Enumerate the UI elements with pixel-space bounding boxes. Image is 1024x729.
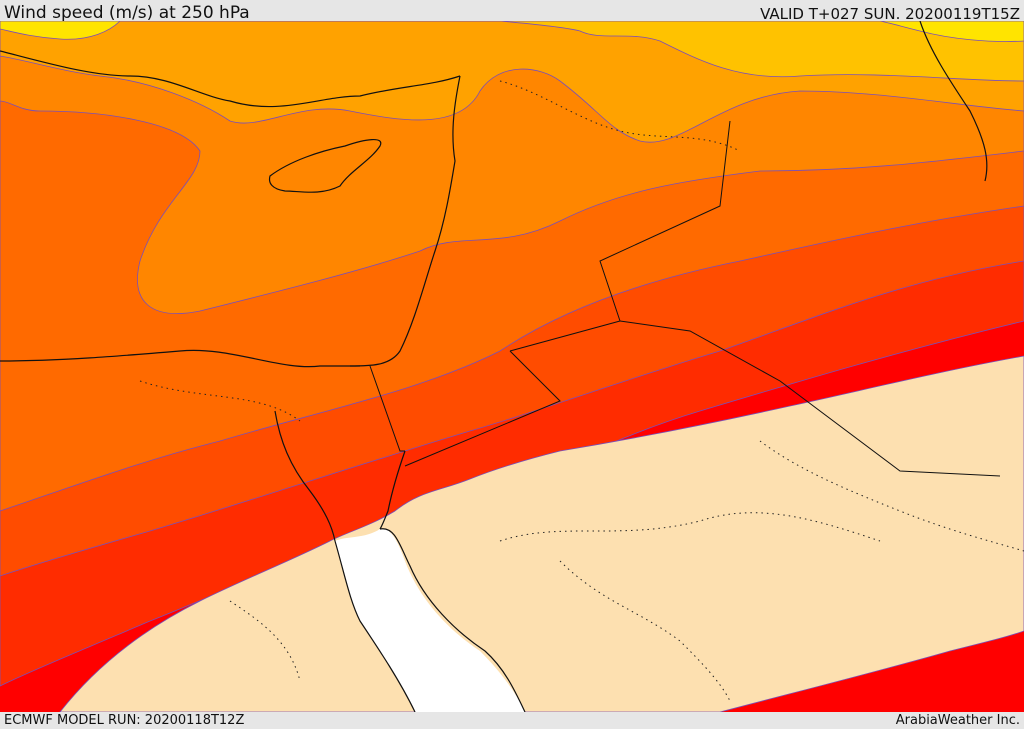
header-bar: Wind speed (m/s) at 250 hPa VALID T+027 … — [0, 0, 1024, 23]
coastlines — [0, 21, 988, 712]
coastline-red-sea-west — [334, 540, 416, 712]
cyprus — [268, 139, 382, 193]
border-saudi-jordan-south — [404, 350, 561, 467]
wind-bands — [0, 21, 1024, 712]
brand-label: ArabiaWeather Inc. — [895, 713, 1020, 728]
weak-wind-area — [59, 355, 1024, 712]
wind-speed-map — [0, 21, 1024, 712]
coastline-persian-gulf — [919, 21, 988, 182]
band-1 — [0, 21, 1024, 42]
footer-bar: ECMWF MODEL RUN: 20200118T12Z ArabiaWeat… — [0, 712, 1024, 729]
coastline-gulf-of-aqaba — [379, 450, 406, 530]
coastline-levant — [349, 75, 461, 367]
band-2 — [0, 21, 1024, 82]
coastline-red-sea-east — [379, 528, 526, 712]
dotted-boundary — [499, 512, 881, 542]
coastline-anatolia — [0, 50, 461, 108]
dotted-boundary — [229, 600, 301, 682]
dotted-boundary — [139, 380, 301, 422]
dotted-boundary — [499, 80, 741, 152]
coastline-north-africa — [0, 349, 360, 368]
dotted-boundary — [559, 560, 731, 702]
dotted-boundary — [759, 440, 1024, 552]
borders — [369, 120, 1001, 477]
internal-boundaries — [139, 80, 1024, 702]
coastline-sinai-gulf-of-suez — [274, 410, 336, 542]
map-title: Wind speed (m/s) at 250 hPa — [4, 3, 250, 23]
valid-time: VALID T+027 SUN. 20200119T15Z — [760, 5, 1020, 23]
red-sea — [335, 528, 525, 712]
model-run-label: ECMWF MODEL RUN: 20200118T12Z — [4, 713, 245, 728]
border-jordan-saudi — [509, 120, 731, 352]
border-egypt-israel — [369, 365, 405, 452]
border-saudi-iraq — [619, 320, 1001, 477]
